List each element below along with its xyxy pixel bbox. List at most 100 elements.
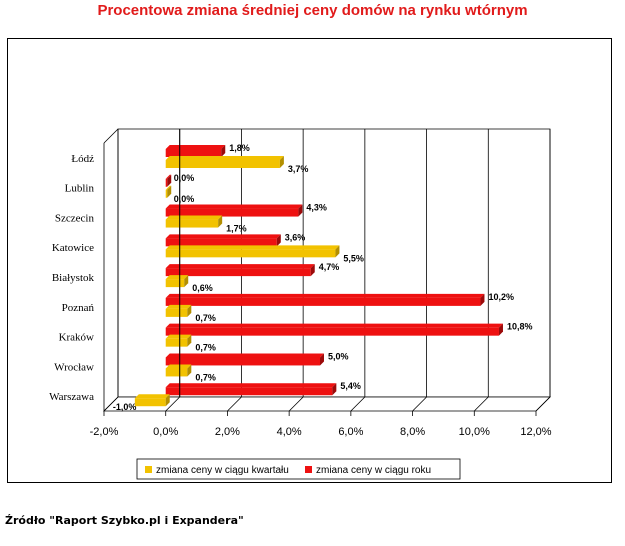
bar-year: [165, 208, 299, 217]
floor-gridline: [165, 396, 180, 412]
floor-gridline: [412, 396, 427, 412]
bar-quarter-top: [165, 156, 284, 160]
x-tick-label: 4,0%: [277, 426, 302, 438]
data-label-quarter: -1,0%: [113, 402, 137, 412]
y-category-label: Szczecin: [55, 212, 95, 224]
bar-quarter-end: [218, 215, 223, 228]
bar-quarter: [165, 368, 188, 377]
bar-quarter-top: [165, 364, 192, 369]
floor-gridline: [535, 396, 551, 412]
data-label-year: 4,3%: [306, 203, 327, 213]
data-label-quarter: 0,0%: [174, 194, 195, 204]
bar-year-top: [165, 353, 324, 358]
bar-quarter-top: [165, 275, 189, 280]
bar-year-end: [221, 145, 226, 157]
data-label-year: 5,4%: [340, 381, 361, 391]
y-category-label: Poznań: [62, 302, 95, 314]
bar-quarter-end: [187, 334, 192, 347]
legend-swatch-quarter: [145, 466, 152, 473]
bar-year: [165, 357, 320, 366]
data-label-year: 10,2%: [488, 292, 514, 302]
bar-quarter-top: [165, 304, 192, 309]
data-label-quarter: 0,6%: [192, 283, 213, 293]
floor-gridline: [350, 396, 366, 412]
bar-year: [165, 268, 311, 277]
y-category-label: Katowice: [52, 242, 94, 254]
legend-label-year: zmiana ceny w ciągu roku: [316, 465, 431, 476]
bar-year-top: [165, 264, 315, 269]
floor-gridline: [103, 396, 119, 412]
bar-year-top: [165, 174, 172, 179]
bar-year-end: [310, 264, 315, 277]
bar-quarter-end: [167, 185, 172, 198]
floor-gridline: [474, 396, 489, 412]
bar-year-end: [332, 383, 337, 396]
data-label-year: 5,0%: [328, 351, 349, 361]
bar-year-end: [320, 353, 324, 366]
bar-quarter-top: [134, 394, 170, 399]
bar-year-top: [165, 383, 337, 388]
bar-year-end: [498, 323, 503, 336]
bar-quarter-end: [279, 156, 284, 168]
data-label-quarter: 0,7%: [195, 372, 216, 382]
data-label-year: 0,0%: [174, 173, 195, 183]
y-category-label: Kraków: [59, 332, 94, 344]
bar-quarter: [134, 398, 166, 407]
bar-year: [165, 327, 499, 336]
floor-gridline: [288, 396, 304, 412]
legend-swatch-year: [305, 466, 312, 473]
y-category-label: Lublin: [65, 183, 95, 195]
bar-year-end: [167, 174, 172, 187]
chart-frame: [7, 38, 612, 483]
plot-floor: [103, 396, 551, 412]
data-label-quarter: 3,7%: [288, 164, 309, 174]
bar-year: [165, 297, 481, 306]
data-label-quarter: 0,7%: [195, 313, 216, 323]
data-label-quarter: 1,7%: [226, 224, 247, 234]
x-tick-label: 10,0%: [459, 426, 490, 438]
data-label-quarter: 5,5%: [343, 253, 364, 263]
data-label-year: 4,7%: [319, 262, 340, 272]
bar-quarter-top: [165, 245, 340, 250]
source-note: Źródło "Raport Szybko.pl i Expandera": [5, 514, 244, 527]
bar-year-top: [165, 145, 226, 149]
plot-side-edge: [103, 128, 119, 144]
data-label-year: 3,6%: [285, 232, 306, 242]
chart-title: Procentowa zmiana średniej ceny domów na…: [97, 2, 528, 19]
data-label-year: 10,8%: [507, 322, 533, 332]
x-tick-label: -2,0%: [90, 426, 119, 438]
bar-quarter: [165, 308, 188, 317]
bar-quarter: [165, 189, 168, 198]
bar-quarter: [165, 279, 185, 288]
bar-year-top: [165, 293, 485, 298]
legend-label-quarter: zmiana ceny w ciągu kwartału: [156, 465, 289, 476]
bar-year-end: [276, 234, 281, 247]
y-category-label: Warszawa: [49, 391, 94, 403]
x-tick-label: 2,0%: [215, 426, 240, 438]
bar-year-top: [165, 323, 503, 328]
bar-quarter-end: [335, 245, 340, 258]
y-category-label: Łódź: [71, 153, 94, 165]
bar-quarter-end: [187, 304, 192, 317]
x-tick-label: 0,0%: [153, 426, 178, 438]
bar-quarter: [165, 160, 280, 168]
bar-quarter-top: [165, 185, 172, 190]
bar-year-end: [298, 204, 303, 217]
bar-quarter-end: [187, 364, 192, 377]
bar-year-top: [165, 234, 281, 239]
bar-year-top: [165, 204, 303, 209]
bar-quarter-top: [165, 215, 223, 220]
legend-box: [136, 458, 461, 480]
bar-quarter-end: [184, 275, 189, 288]
bar-year: [165, 178, 168, 187]
bar-quarter-end: [165, 394, 170, 407]
floor-gridline: [227, 396, 242, 412]
y-category-label: Wrocław: [54, 361, 94, 373]
x-tick-label: 6,0%: [338, 426, 363, 438]
x-tick-label: 8,0%: [400, 426, 425, 438]
y-category-label: Białystok: [52, 272, 95, 284]
bar-quarter: [165, 338, 188, 347]
data-label-quarter: 0,7%: [195, 343, 216, 353]
bar-quarter: [165, 249, 336, 258]
